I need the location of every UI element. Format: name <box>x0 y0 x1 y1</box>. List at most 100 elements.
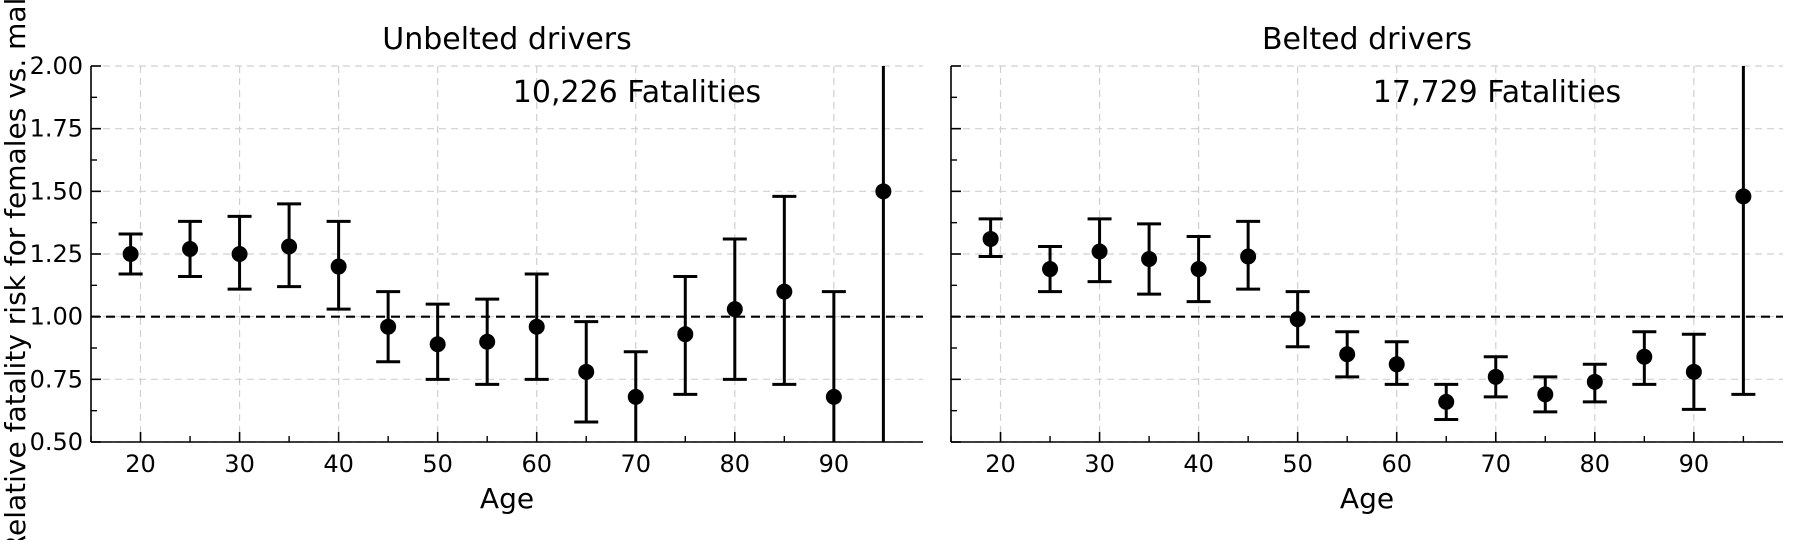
data-point <box>479 333 496 350</box>
data-point <box>1091 243 1108 260</box>
data-point-group <box>1236 219 1261 291</box>
x-tick-label: 60 <box>1381 450 1412 478</box>
x-tick-label: 80 <box>1580 450 1611 478</box>
data-point <box>726 301 743 318</box>
data-point-group <box>376 290 401 364</box>
data-point <box>1240 248 1257 265</box>
data-point-group <box>1335 330 1360 379</box>
data-point <box>1735 188 1752 205</box>
y-tick-label: 1.25 <box>30 240 83 268</box>
data-point <box>122 246 139 262</box>
x-tick-label: 50 <box>1282 450 1313 478</box>
data-point <box>231 246 248 262</box>
data-point <box>380 318 397 335</box>
data-point <box>677 326 694 343</box>
axes <box>950 65 1783 443</box>
panel-title: Belted drivers <box>1262 22 1472 57</box>
data-point <box>875 183 892 200</box>
x-tick-label: 20 <box>985 450 1016 478</box>
data-point-group <box>978 217 1003 259</box>
data-point-group <box>178 219 203 279</box>
data-point-group <box>673 275 698 396</box>
data-point <box>1388 356 1405 373</box>
data-point <box>1438 393 1455 410</box>
tick-labels: 20 30 40 50 60 70 80 90 <box>985 450 1709 478</box>
x-axis-label: Age <box>480 482 534 515</box>
x-tick-label: 90 <box>819 450 850 478</box>
y-tick-label: 1.00 <box>30 303 83 331</box>
x-tick-label: 30 <box>224 450 255 478</box>
x-tick-label: 70 <box>1480 450 1511 478</box>
data-point <box>627 388 644 405</box>
data-point-group <box>1137 222 1162 296</box>
data-point-group <box>227 214 252 291</box>
data-point-group <box>1186 234 1211 304</box>
x-tick-label: 50 <box>422 450 453 478</box>
data-point-group <box>1483 355 1508 399</box>
data-point-group <box>1681 332 1706 411</box>
y-tick-label: 0.50 <box>30 428 83 456</box>
fatalities-annotation: 10,226 Fatalities <box>513 75 761 110</box>
data-point-group <box>1038 244 1063 294</box>
y-tick-label: 1.75 <box>30 115 83 143</box>
data-point <box>578 363 595 380</box>
data-point-group <box>875 66 892 442</box>
data-point <box>1190 261 1207 278</box>
data-point <box>1042 261 1059 278</box>
data-point-group <box>326 219 351 311</box>
data-point-group <box>118 232 143 276</box>
data-point <box>528 318 545 335</box>
x-tick-label: 70 <box>620 450 651 478</box>
data-point-group <box>1285 290 1310 349</box>
y-axis-label: Relative fatality risk for females vs. m… <box>0 0 32 540</box>
y-tick-label: 0.75 <box>30 365 83 393</box>
panel-title: Unbelted drivers <box>382 22 632 57</box>
data-marks <box>118 66 892 442</box>
x-tick-label: 20 <box>125 450 156 478</box>
x-tick-label: 80 <box>720 450 751 478</box>
data-point <box>429 336 446 353</box>
x-tick-label: 40 <box>1183 450 1214 478</box>
data-point <box>776 283 793 300</box>
data-point <box>182 240 199 257</box>
grid <box>91 65 923 443</box>
y-tick-label: 2.00 <box>30 52 83 80</box>
x-tick-label: 60 <box>521 450 552 478</box>
data-point <box>1339 346 1356 363</box>
data-point <box>281 238 298 255</box>
data-point <box>1487 368 1504 385</box>
data-point <box>1636 348 1653 365</box>
data-point <box>1685 363 1702 380</box>
data-point <box>1289 311 1306 328</box>
x-tick-label: 30 <box>1084 450 1115 478</box>
data-marks <box>978 66 1756 421</box>
fatalities-annotation: 17,729 Fatalities <box>1373 75 1621 110</box>
data-point-group <box>574 320 599 424</box>
y-tick-label: 1.50 <box>30 177 83 205</box>
tick-labels: 20 30 40 50 60 70 80 90 0.50 0.75 1.00 1.25 1.50 1.75… <box>30 52 850 478</box>
data-point-group <box>475 297 500 386</box>
data-point-group <box>1533 375 1558 414</box>
data-point-group <box>722 237 747 381</box>
x-axis-label: Age <box>1340 482 1394 515</box>
data-point-group <box>1582 362 1607 404</box>
data-point <box>1586 373 1603 390</box>
data-point-group <box>1632 330 1657 386</box>
data-point-group <box>425 302 450 381</box>
data-point <box>330 258 347 275</box>
data-point-group <box>623 350 648 442</box>
data-point-group <box>772 194 797 386</box>
panel-unbelted: 20 30 40 50 60 70 80 90 0.50 0.75 1.00 1.25 1.50 1.75… <box>30 22 923 515</box>
data-point-group <box>277 202 302 289</box>
data-point <box>982 230 999 247</box>
data-point <box>1141 251 1158 268</box>
data-point <box>825 388 842 405</box>
x-tick-label: 40 <box>323 450 354 478</box>
data-point <box>1537 386 1554 403</box>
x-tick-label: 90 <box>1679 450 1710 478</box>
grid <box>951 65 1783 443</box>
data-point-group <box>1087 217 1112 284</box>
panel-belted: 20 30 40 50 60 70 80 90 Belted drivers 17,729 F… <box>950 22 1783 515</box>
axes <box>90 65 923 443</box>
